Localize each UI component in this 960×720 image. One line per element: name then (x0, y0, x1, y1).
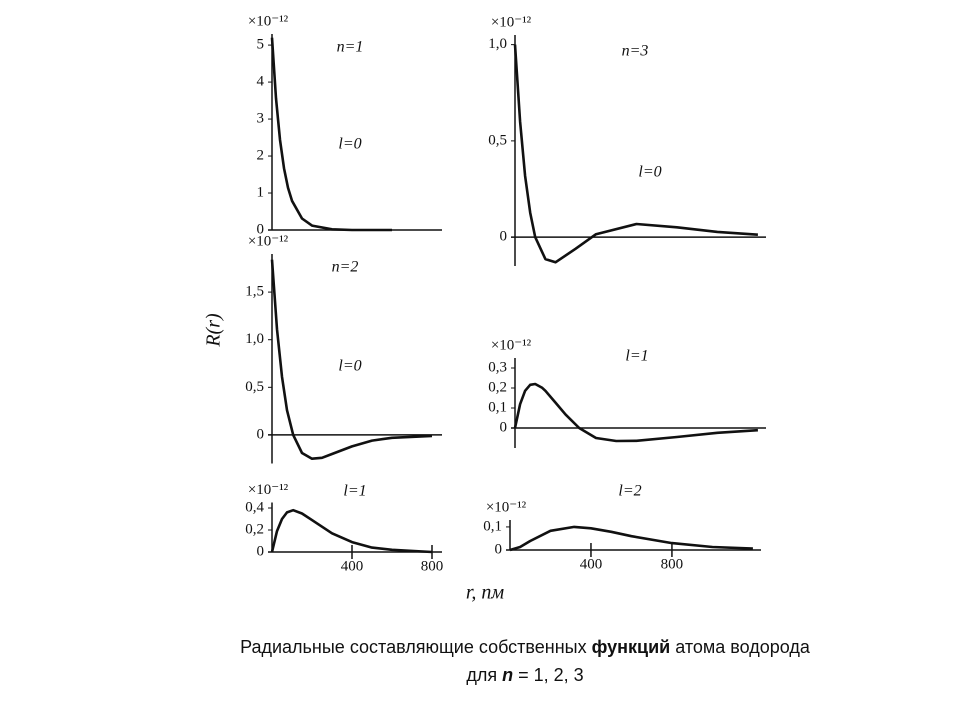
x-axis-label: r, пм (466, 582, 505, 604)
y-tick-label: 1 (257, 184, 265, 200)
y-tick-label: 0 (257, 221, 265, 237)
y-tick-label: 0,2 (488, 379, 507, 395)
y-tick-label: 3 (257, 110, 265, 126)
y-tick-label: 0 (500, 419, 508, 435)
caption-text: для (466, 665, 502, 685)
y-tick-label: 0 (257, 543, 265, 559)
multiplier: ×10⁻¹² (248, 482, 289, 498)
caption: Радиальные составляющие собственных функ… (240, 637, 811, 657)
curve (270, 259, 433, 460)
y-tick-label: 1,5 (245, 284, 264, 300)
multiplier: ×10⁻¹² (486, 499, 527, 515)
y-tick-label: 0,1 (483, 518, 502, 534)
annotation: n=1 (337, 39, 364, 56)
annotation: l=1 (625, 348, 648, 365)
multiplier: ×10⁻¹² (248, 13, 289, 29)
y-tick-label: 1,0 (245, 331, 264, 347)
caption-text: = 1, 2, 3 (513, 665, 584, 685)
y-tick-label: 0 (257, 426, 265, 442)
caption: для n = 1, 2, 3 (466, 665, 583, 685)
y-tick-label: 0,5 (245, 379, 264, 395)
caption-text: n (502, 665, 513, 685)
y-tick-label: 0,5 (488, 132, 507, 148)
annotation: n=3 (622, 43, 649, 60)
x-tick-label: 400 (341, 558, 364, 574)
curve (513, 44, 758, 264)
annotation: n=2 (332, 259, 359, 276)
annotation: l=0 (338, 136, 361, 153)
annotation: l=0 (338, 358, 361, 375)
multiplier: ×10⁻¹² (248, 233, 289, 249)
annotation: l=2 (618, 483, 641, 500)
caption-text: функций (592, 637, 671, 657)
curve (270, 508, 433, 554)
x-tick-label: 400 (580, 556, 603, 572)
y-tick-label: 2 (257, 147, 265, 163)
y-tick-label: 0,2 (245, 521, 264, 537)
curve (513, 382, 758, 443)
x-tick-label: 800 (661, 556, 684, 572)
y-tick-label: 0,3 (488, 359, 507, 375)
y-axis-label: R(r) (203, 313, 225, 348)
multiplier: ×10⁻¹² (491, 337, 532, 353)
y-tick-label: 0,4 (245, 499, 264, 515)
y-tick-label: 4 (257, 74, 265, 90)
caption-text: Радиальные составляющие собственных (240, 637, 592, 657)
y-tick-label: 0 (495, 541, 503, 557)
curve (509, 525, 753, 552)
y-tick-label: 0 (500, 229, 508, 245)
y-tick-label: 0,1 (488, 399, 507, 415)
curve (270, 37, 392, 232)
annotation: l=0 (638, 164, 661, 181)
multiplier: ×10⁻¹² (491, 14, 532, 30)
y-tick-label: 5 (257, 37, 265, 53)
x-tick-label: 800 (421, 558, 444, 574)
annotation: l=1 (343, 483, 366, 500)
y-tick-label: 1,0 (488, 36, 507, 52)
caption-text: атома водорода (670, 637, 811, 657)
